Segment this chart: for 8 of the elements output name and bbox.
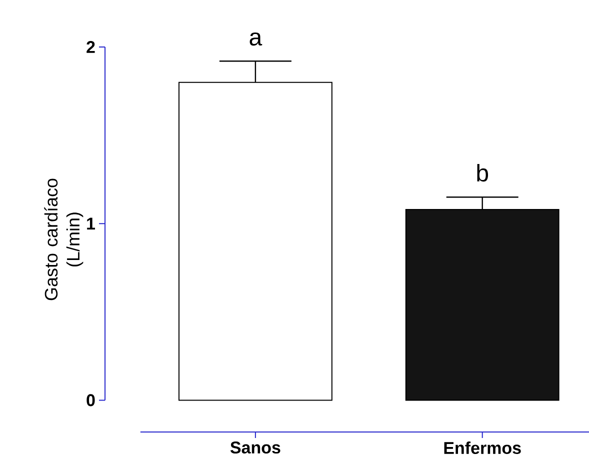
x-tick-label: Enfermos xyxy=(444,442,521,454)
y-tick-label: 0 xyxy=(86,394,95,406)
y-axis-title: Gasto cardíaco (L/min) xyxy=(44,178,84,300)
annotation: a xyxy=(250,32,262,46)
y-tick-label: 1 xyxy=(87,218,96,230)
x-tick-label: Sanos xyxy=(230,442,280,454)
annotation: b xyxy=(477,164,488,182)
y-tick-label: 2 xyxy=(86,41,95,53)
